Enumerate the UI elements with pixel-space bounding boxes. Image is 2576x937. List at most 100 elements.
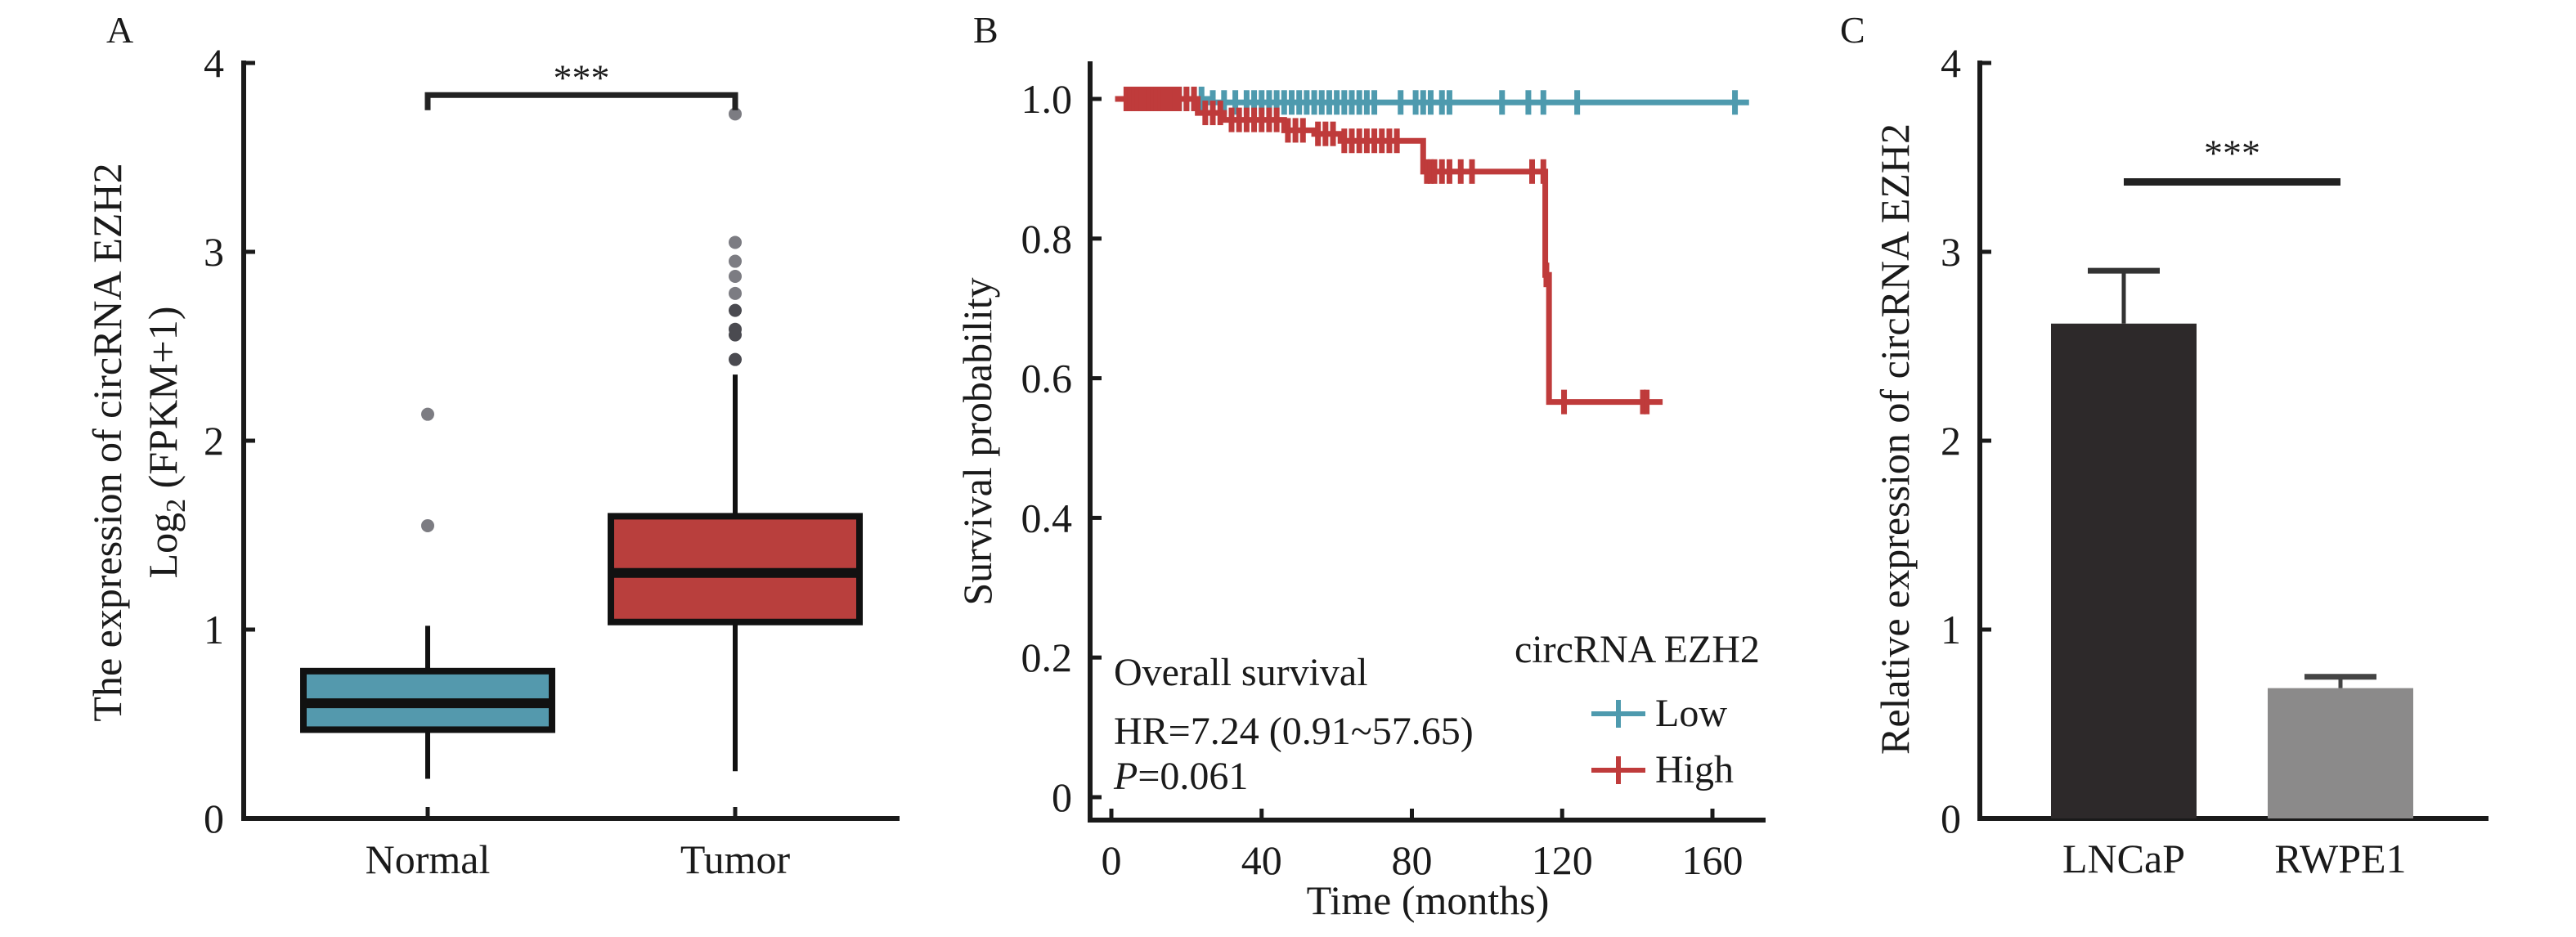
censor-mark — [1356, 90, 1362, 115]
censor-mark — [1644, 389, 1650, 415]
censor-mark — [1296, 90, 1303, 115]
censor-mark — [1446, 90, 1452, 115]
censor-mark — [1732, 90, 1739, 115]
panel-a-ylabel-line2: Log2 (FPKM+1) — [140, 307, 191, 579]
censor-mark — [1191, 87, 1197, 111]
box-tumor — [608, 107, 863, 772]
censor-mark — [1243, 90, 1250, 115]
censor-mark — [1232, 90, 1239, 115]
panel-b-xlabel: Time (months) — [1307, 877, 1550, 923]
x-tick-label: 0 — [1102, 837, 1122, 883]
panel-c-bar: C Relative expression of circRNA EZH2 0 1… — [1840, 9, 2488, 881]
censor-mark — [1315, 121, 1322, 146]
y-tick-label: 4 — [204, 40, 224, 86]
censor-mark — [1540, 90, 1546, 115]
censor-mark — [1438, 159, 1445, 184]
outlier-point — [421, 407, 434, 421]
x-tick-label: RWPE1 — [2274, 836, 2406, 881]
censor-mark — [1446, 159, 1452, 184]
censor-mark — [1198, 87, 1205, 111]
censor-mark — [1543, 262, 1550, 288]
censor-mark — [1363, 90, 1370, 115]
censor-mark — [1251, 90, 1258, 115]
censor-mark — [1334, 90, 1340, 115]
x-tick-label: Tumor — [680, 836, 791, 882]
legend-label-high: High — [1655, 748, 1734, 791]
legend-item-low: Low — [1591, 692, 1727, 735]
censor-mark — [1228, 107, 1235, 132]
censor-mark — [1292, 118, 1299, 143]
significance-label: *** — [2204, 132, 2260, 174]
censor-mark — [1529, 159, 1535, 184]
panel-label-a: A — [106, 9, 133, 51]
censor-mark — [1150, 87, 1156, 111]
censor-mark — [1574, 90, 1581, 115]
censor-mark — [1221, 90, 1227, 115]
annotation-hazard-ratio: HR=7.24 (0.91~57.65) — [1114, 710, 1474, 753]
censor-mark — [1322, 121, 1329, 146]
bar-rwpe1 — [2268, 674, 2413, 818]
censor-mark — [1142, 87, 1148, 111]
censor-mark — [1134, 87, 1141, 111]
annotation-p-value: P=0.061 — [1113, 755, 1248, 798]
censor-mark — [1266, 90, 1272, 115]
censor-mark — [1427, 90, 1434, 115]
censor-mark — [1259, 90, 1265, 115]
box-normal — [300, 407, 555, 779]
censor-mark — [1457, 159, 1464, 184]
panel-b-survival: B Survival probability Time (months) 0 0.… — [954, 9, 1766, 923]
censor-mark — [1304, 90, 1310, 115]
outlier-point — [729, 322, 742, 336]
panel-label-c: C — [1840, 9, 1865, 51]
panel-c-bars: *** — [2051, 132, 2413, 818]
bar — [2051, 323, 2197, 818]
censor-mark — [1273, 107, 1280, 132]
censor-mark — [1176, 87, 1183, 111]
y-tick-label: 0 — [1052, 774, 1072, 820]
censor-mark — [1561, 389, 1568, 415]
censor-mark — [1172, 87, 1178, 111]
censor-mark — [1138, 87, 1145, 111]
censor-mark — [1169, 87, 1174, 111]
censor-mark — [1349, 128, 1355, 154]
censor-mark — [1371, 90, 1378, 115]
censor-mark — [1393, 128, 1400, 154]
panel-b-curves — [1115, 87, 1749, 415]
outlier-point — [729, 254, 742, 268]
censor-mark — [1266, 107, 1272, 132]
censor-mark — [1251, 107, 1258, 132]
censor-mark — [1363, 128, 1370, 154]
outlier-point — [729, 286, 742, 300]
y-tick-label: 1 — [1941, 607, 1961, 652]
panel-c-ylabel: Relative expression of circRNA EZH2 — [1872, 123, 1918, 755]
censor-mark — [1160, 87, 1167, 111]
outlier-point — [729, 107, 742, 121]
y-tick-label: 0.2 — [1021, 634, 1073, 680]
censor-mark — [1217, 101, 1223, 126]
significance-label: *** — [554, 56, 610, 98]
legend-title: circRNA EZH2 — [1515, 628, 1760, 671]
bar-lncap — [2051, 267, 2197, 818]
outlier-point — [729, 352, 742, 366]
censor-mark — [1349, 90, 1355, 115]
censor-mark — [1127, 87, 1133, 111]
outlier-point — [421, 518, 434, 532]
annotation-overall-survival: Overall survival — [1114, 651, 1368, 694]
legend-label-low: Low — [1655, 692, 1727, 735]
panel-b-axes: 0 0.2 0.4 0.6 0.8 1.0 0 40 80 120 160 — [1021, 61, 1766, 883]
x-tick-label: Normal — [366, 836, 491, 882]
censor-mark — [1540, 159, 1546, 184]
censor-mark — [1341, 90, 1348, 115]
censor-mark — [1438, 90, 1445, 115]
censor-mark — [1153, 87, 1160, 111]
y-tick-label: 3 — [1941, 229, 1961, 275]
censor-mark — [1371, 128, 1378, 154]
y-tick-label: 3 — [204, 229, 224, 275]
y-tick-label: 0.6 — [1021, 356, 1073, 401]
censor-mark — [1499, 90, 1506, 115]
panel-c-axes: 0 1 2 3 4 LNCaP RWPE1 — [1941, 40, 2488, 881]
censor-mark — [1525, 90, 1532, 115]
x-tick-label: 40 — [1241, 837, 1282, 883]
censor-mark — [1243, 107, 1250, 132]
